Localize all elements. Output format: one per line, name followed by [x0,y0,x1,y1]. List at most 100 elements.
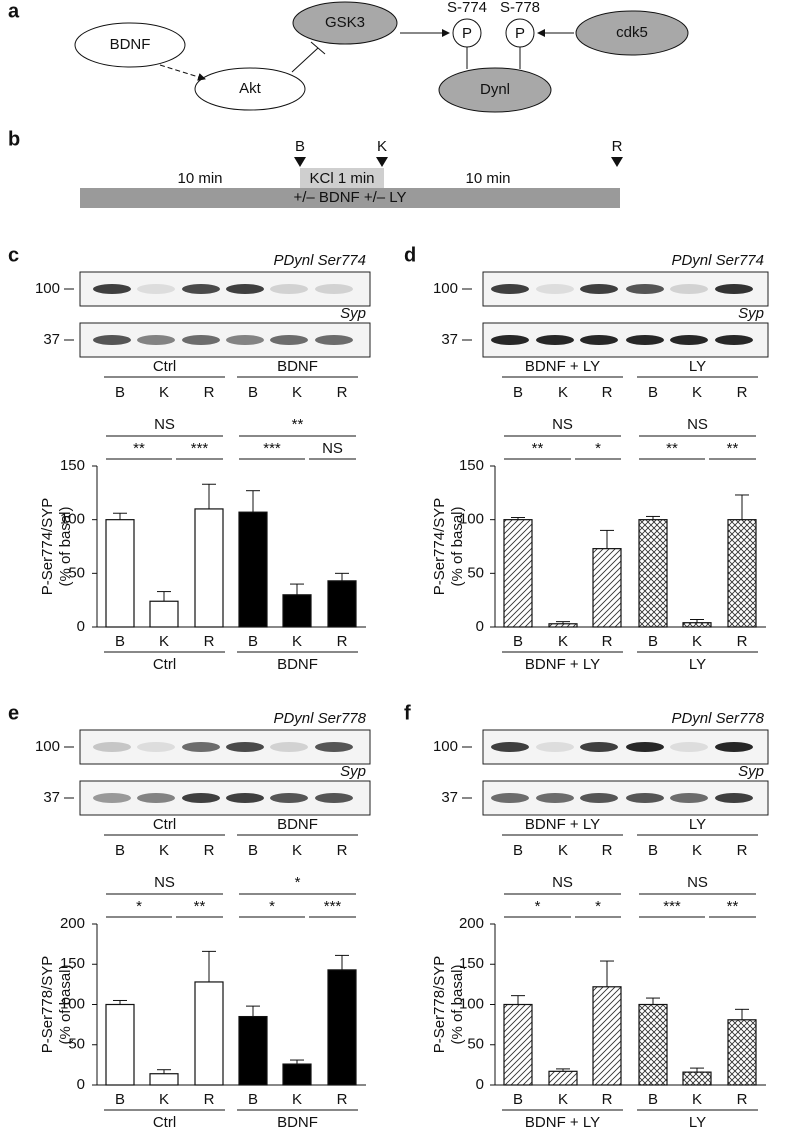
blot-group-label: BDNF + LY [525,816,600,833]
lane-label: R [737,842,748,859]
mw-marker: 37 [441,789,458,806]
blot-group-label: Ctrl [153,816,176,833]
bar [727,1019,757,1086]
site-label: S-778 [500,0,540,16]
node-label: Akt [239,80,262,97]
y-tick-label: 50 [68,564,85,581]
bar [194,508,224,628]
blot-band [626,335,664,345]
blot-band [626,742,664,752]
significance-label: * [595,440,601,457]
significance-label: NS [154,416,175,433]
significance-label: ** [194,898,206,915]
bar [638,519,668,628]
lane-label: K [692,842,702,859]
lane-label: K [292,842,302,859]
x-tick-label: K [692,1091,702,1108]
group-label: BDNF + LY [525,656,600,673]
lane-label: K [159,384,169,401]
bar [194,981,224,1086]
group-label: Ctrl [153,1114,176,1131]
blot-group-label: LY [689,358,706,375]
x-tick-label: B [115,1091,125,1108]
group-label: LY [689,1114,706,1131]
y-tick-label: 200 [60,915,85,932]
bar [592,986,622,1086]
blot-band [315,793,353,803]
lane-label: R [337,842,348,859]
node-label: cdk5 [616,24,648,41]
x-tick-label: K [159,1091,169,1108]
blot-band [715,284,753,294]
bar [548,623,578,628]
significance-label: *** [191,440,209,457]
y-axis-label: P-Ser774/SYP [39,498,56,596]
y-tick-label: 0 [77,1076,85,1093]
marker-label: R [612,138,623,155]
y-tick-label: 100 [459,511,484,528]
timeline: B K R 10 min KCl 1 min 10 min +/– BDNF +… [80,138,623,208]
site-label: S-774 [447,0,487,16]
blot-band [626,284,664,294]
bar [105,1003,135,1086]
blot-band [270,284,308,294]
y-axis-label: (% of basal) [57,964,74,1044]
antibody-label: PDynl Ser774 [273,252,366,269]
bar [327,969,357,1086]
x-tick-label: B [248,633,258,650]
mw-marker: 100 [433,280,458,297]
blot-band [536,284,574,294]
node-shape [292,1,398,45]
bar [149,600,179,628]
node-shape [575,10,689,56]
group-label: BDNF + LY [525,1114,600,1131]
blot-band [491,335,529,345]
antibody-label: PDynl Ser778 [273,710,366,727]
blot-group-label: BDNF [277,358,318,375]
arrow [159,64,206,81]
significance-label: * [535,898,541,915]
lane-label: B [513,384,523,401]
loading-label: Syp [738,305,764,322]
blot-band [536,793,574,803]
blot-band [670,335,708,345]
blot-group-label: BDNF [277,816,318,833]
blot-group-label: BDNF + LY [525,358,600,375]
x-tick-label: R [737,1091,748,1108]
blot-band [270,793,308,803]
blot-band [226,793,264,803]
bar [682,622,712,628]
marker-label: K [377,138,387,155]
lane-label: R [204,384,215,401]
blot-band [491,284,529,294]
lane-label: B [648,842,658,859]
node-label: GSK3 [325,14,365,31]
blot-band [315,284,353,294]
x-tick-label: K [292,633,302,650]
bar [592,548,622,628]
y-tick-label: 150 [459,457,484,474]
blot-band [670,793,708,803]
blot-band [226,742,264,752]
significance-label: ** [727,440,739,457]
antibody-label: PDynl Ser774 [671,252,764,269]
blot-band [226,284,264,294]
marker-label: B [295,138,305,155]
blot-band [182,793,220,803]
y-tick-label: 150 [60,955,85,972]
group-label: LY [689,656,706,673]
panel-letter: d [404,244,416,266]
blot-band [580,284,618,294]
lane-label: R [204,842,215,859]
blot-band [137,793,175,803]
node-shape [194,67,306,111]
node-label: BDNF [110,36,151,53]
significance-label: * [269,898,275,915]
node-shape [74,22,186,68]
interval-label: 10 min [177,170,222,187]
blot-band [182,284,220,294]
blot-band [491,793,529,803]
y-axis-label: (% of basal) [449,506,466,586]
lane-label: K [558,842,568,859]
